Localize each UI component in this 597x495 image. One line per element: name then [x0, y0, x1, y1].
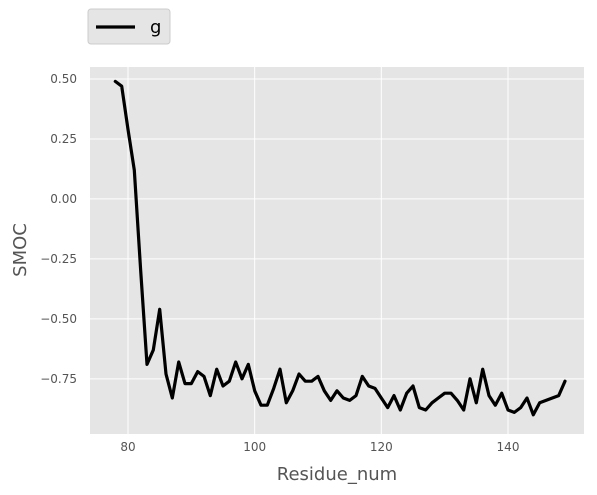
x-axis-label: Residue_num	[277, 464, 397, 485]
y-tick-labels: 0.50 0.25 0.00 −0.25 −0.50 −0.75	[40, 72, 77, 386]
plot-area	[90, 67, 584, 434]
y-tick-label: −0.75	[40, 372, 77, 386]
x-tick-label: 140	[497, 440, 520, 454]
series-lines	[113, 79, 567, 417]
x-tick-label: 80	[120, 440, 135, 454]
y-tick-label: 0.00	[50, 192, 77, 206]
x-gridlines	[127, 67, 509, 434]
legend: g	[87, 8, 171, 45]
y-tick-label: −0.25	[40, 252, 77, 266]
legend-label: g	[150, 17, 161, 38]
y-gridlines	[90, 78, 584, 380]
y-tick-label: −0.50	[40, 312, 77, 326]
series-line-g	[113, 79, 567, 417]
x-tick-labels: 80 100 120 140	[120, 440, 519, 454]
y-tick-label: 0.25	[50, 132, 77, 146]
x-tick-label: 120	[370, 440, 393, 454]
y-tick-label: 0.50	[50, 72, 77, 86]
y-axis-label: SMOC	[10, 223, 31, 277]
x-tick-label: 100	[243, 440, 266, 454]
